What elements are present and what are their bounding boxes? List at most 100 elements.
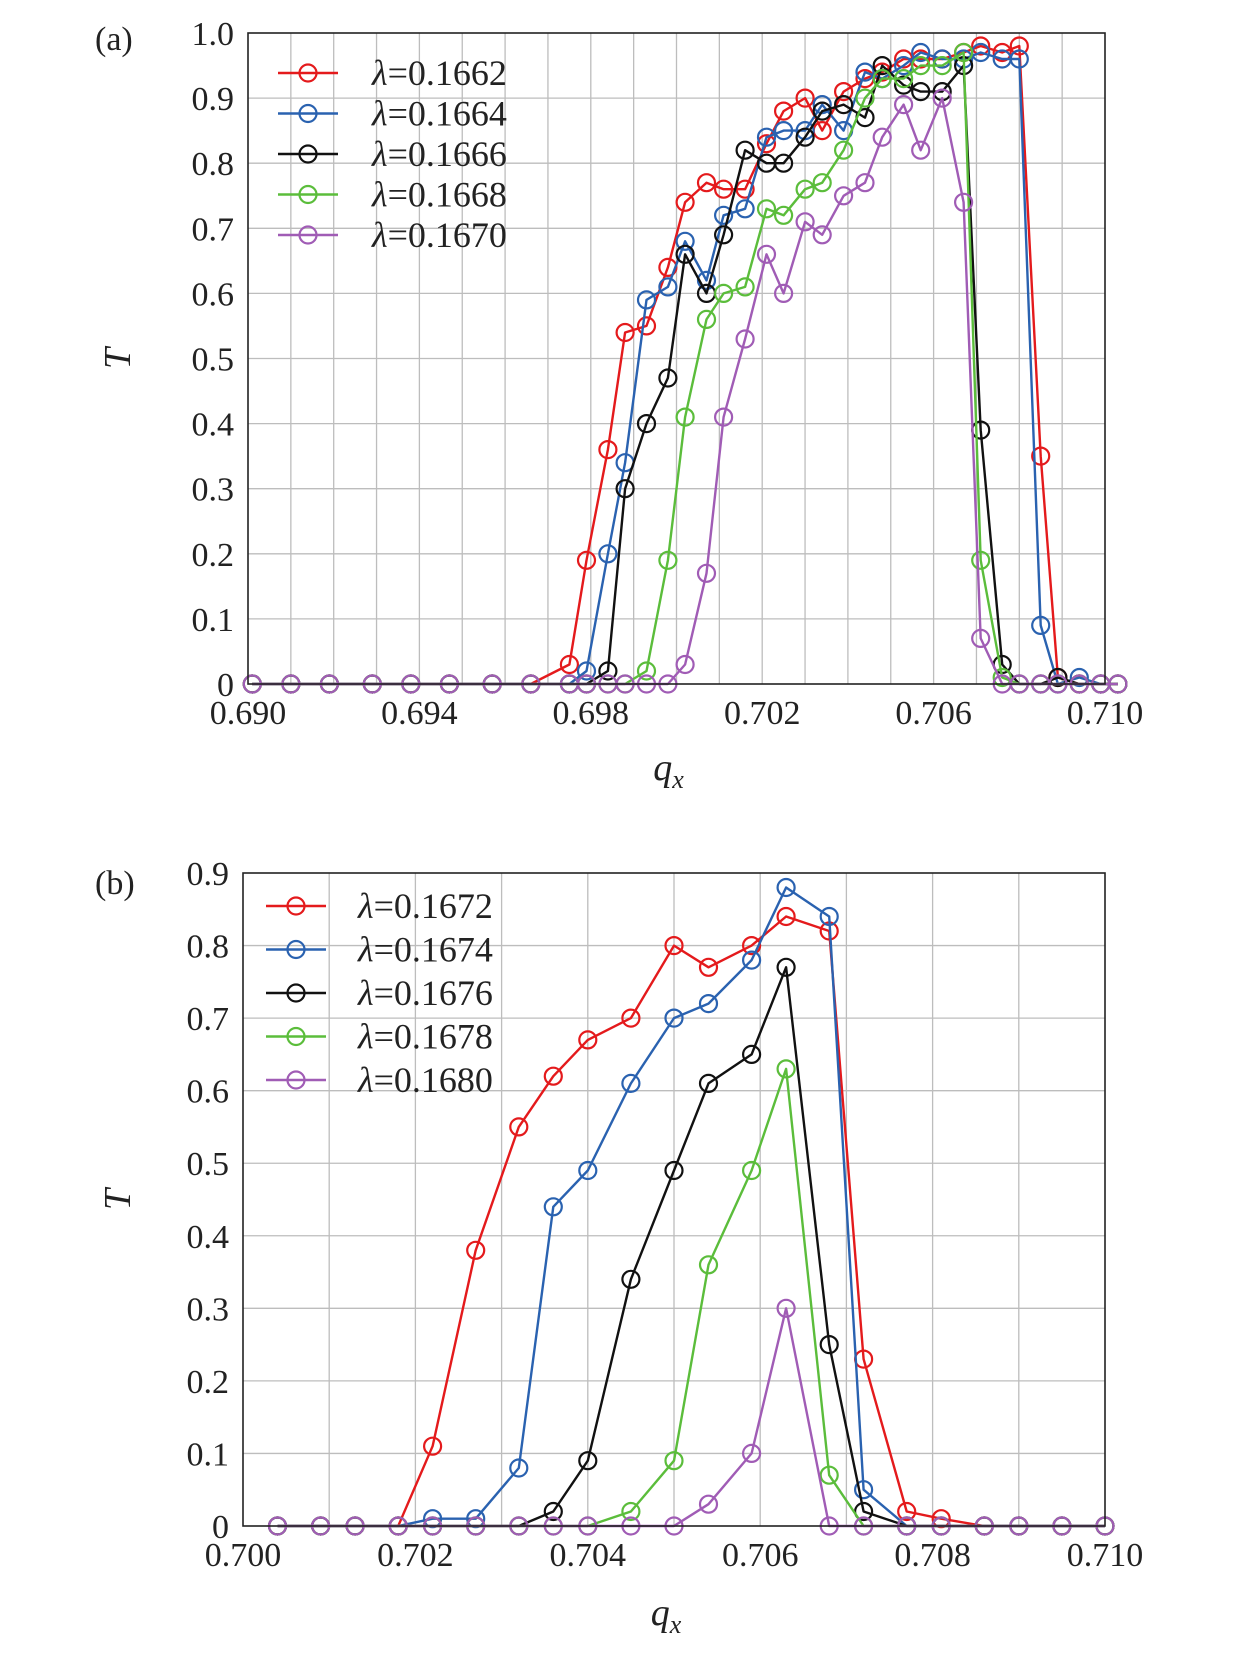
data-point [664,1451,684,1471]
data-point [1031,446,1051,466]
data-point [773,153,794,173]
y-tick-label: 0.8 [187,929,230,966]
data-point [466,1240,486,1260]
legend-symbol: λ [357,886,374,926]
data-point [855,62,875,82]
data-point [713,205,734,225]
legend-symbol: λ [371,134,388,174]
legend-marker [298,225,318,245]
data-point [893,75,914,95]
x-axis-label-subscript: x [669,1610,682,1639]
data-point [819,1465,839,1485]
data-point [698,993,719,1014]
legend-symbol: λ [357,973,374,1013]
legend-label: λ=0.1662 [371,53,507,93]
data-point [932,55,952,76]
gridlines [243,873,1105,1526]
legend-label: λ=0.1670 [371,215,507,255]
data-point [615,479,635,499]
legend-symbol: λ [357,1017,374,1057]
data-point [675,244,695,264]
legend-marker [286,1026,306,1047]
x-axis-label-main: q [651,1592,670,1634]
data-point [636,290,657,310]
data-point [578,1451,598,1471]
data-point [741,935,762,956]
data-point [675,192,695,212]
legend-value: =0.1666 [388,134,507,174]
y-tick-label: 0.5 [187,1146,230,1183]
data-point [675,654,695,675]
data-point [576,550,597,570]
data-point [953,42,974,63]
data-point [735,329,755,349]
data-point [664,1160,684,1181]
data-point [812,101,832,121]
data-point [833,81,854,102]
legend-marker [298,103,318,124]
data-point [598,661,618,681]
legend-entry: λ=0.1668 [278,175,507,215]
legend-entry: λ=0.1674 [266,930,493,970]
data-point [819,1334,839,1355]
series-λ=0.1680 [267,1298,1115,1536]
legend-value: =0.1674 [374,930,493,970]
data-point [776,957,796,977]
legend-symbol: λ [371,215,388,255]
legend-entry: λ=0.1672 [266,886,493,926]
x-axis-label-subscript: x [671,765,684,794]
data-point [795,212,815,232]
legend-value: =0.1676 [374,973,493,1013]
legend-entry: λ=0.1670 [278,215,507,255]
data-point [636,316,657,336]
legend-value: =0.1678 [374,1017,493,1057]
legend-symbol: λ [371,53,388,93]
data-point [598,544,618,564]
data-point [833,140,854,160]
y-tick-label: 0.9 [187,856,230,893]
data-point [872,127,892,147]
data-point [664,935,684,956]
data-point [615,322,635,343]
data-point [893,94,914,115]
data-point [559,654,580,675]
legend-marker [298,144,318,164]
x-tick-label: 0.710 [1067,1537,1144,1574]
legend-value: =0.1680 [374,1060,493,1100]
x-tick-label: 0.706 [895,695,972,732]
data-point [509,1117,529,1137]
data-point [423,1436,443,1456]
data-point [992,42,1012,63]
series-line [277,1307,1105,1528]
data-point [1048,667,1068,688]
data-point [971,628,991,649]
legend-symbol: λ [357,930,374,970]
data-point [735,199,755,219]
data-point [776,877,796,898]
data-point [509,1458,529,1478]
legend-entry: λ=0.1676 [266,973,493,1013]
data-point [773,283,794,303]
legend-label: λ=0.1664 [371,94,507,134]
legend-label: λ=0.1668 [371,175,507,215]
data-point [756,199,777,219]
legend-entry: λ=0.1666 [278,134,507,174]
data-point [713,407,734,427]
x-tick-label: 0.702 [377,1537,454,1574]
legend-entry: λ=0.1678 [266,1017,493,1057]
data-point [911,55,931,76]
data-point [812,225,832,245]
y-tick-label: 0.8 [192,146,235,183]
data-point [543,1066,563,1086]
x-axis-label-main: q [653,747,672,789]
legend-value: =0.1664 [388,94,507,134]
data-point [855,173,875,193]
x-tick-label: 0.710 [1067,695,1144,732]
data-point [897,1501,917,1522]
data-point [741,950,762,970]
series-λ=0.1678 [267,1059,1115,1536]
x-tick-label: 0.708 [894,1537,971,1574]
data-point [636,414,657,434]
legend-label: λ=0.1674 [357,930,493,970]
